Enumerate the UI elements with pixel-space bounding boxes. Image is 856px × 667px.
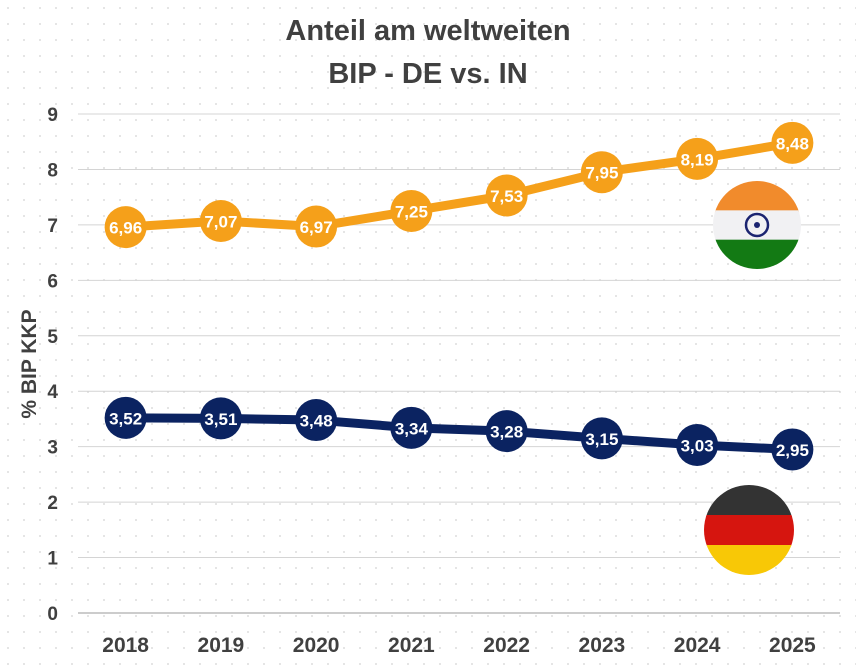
data-label: 3,48	[300, 412, 333, 431]
data-point	[485, 174, 528, 217]
data-label: 8,48	[776, 134, 809, 153]
y-tick-label: 5	[47, 327, 58, 348]
data-point	[199, 397, 242, 440]
chakra-hub	[754, 222, 760, 228]
data-label: 6,96	[109, 219, 142, 238]
flag-stripe	[704, 515, 794, 546]
data-point	[580, 151, 623, 194]
data-label: 3,34	[395, 419, 429, 438]
chart-title: Anteil am weltweiten BIP - DE vs. IN	[0, 10, 856, 96]
x-tick-label: 2022	[483, 634, 530, 657]
y-tick-label: 2	[47, 493, 58, 514]
data-label: 3,51	[204, 410, 237, 429]
y-tick-label: 6	[47, 271, 58, 292]
x-tick-label: 2025	[769, 634, 816, 657]
data-label: 3,52	[109, 409, 142, 428]
data-point	[676, 137, 719, 180]
x-tick-label: 2021	[388, 634, 435, 657]
germany-flag-icon	[704, 485, 794, 575]
data-label: 7,95	[585, 164, 618, 183]
data-point	[390, 190, 433, 233]
data-label: 7,25	[395, 203, 428, 222]
data-point	[390, 406, 433, 449]
flag-stripe	[713, 239, 801, 269]
flag-body	[704, 485, 794, 575]
y-tick-label: 9	[47, 105, 58, 126]
data-label: 7,53	[490, 187, 523, 206]
data-label: 3,28	[490, 423, 523, 442]
flag-stripe	[713, 181, 801, 213]
y-tick-label: 0	[47, 604, 58, 625]
y-tick-label: 4	[47, 382, 58, 403]
title-line-2: BIP - DE vs. IN	[328, 58, 528, 90]
data-point	[485, 410, 528, 453]
data-point	[295, 399, 338, 442]
data-label: 8,19	[681, 150, 714, 169]
x-tick-label: 2023	[579, 634, 626, 657]
data-point	[104, 396, 147, 439]
y-tick-label: 3	[47, 438, 58, 459]
data-label: 6,97	[300, 218, 333, 237]
data-point	[771, 428, 814, 471]
x-tick-label: 2019	[198, 634, 245, 657]
data-point	[771, 121, 814, 164]
data-point	[199, 200, 242, 243]
data-label: 3,03	[681, 437, 714, 456]
x-tick-label: 2018	[102, 634, 149, 657]
data-point	[580, 417, 623, 460]
data-point	[295, 205, 338, 248]
india-flag-icon	[713, 181, 801, 269]
flag-stripe	[704, 545, 794, 575]
title-line-1: Anteil am weltweiten	[285, 15, 571, 47]
flag-body	[713, 181, 801, 269]
data-label: 3,15	[585, 430, 618, 449]
data-point	[104, 206, 147, 249]
y-tick-label: 1	[47, 549, 58, 570]
data-point	[676, 424, 719, 467]
data-label: 2,95	[776, 441, 809, 460]
data-label: 7,07	[204, 213, 237, 232]
x-tick-label: 2024	[674, 634, 721, 657]
flag-stripe	[704, 485, 794, 517]
y-tick-label: 7	[47, 216, 58, 237]
y-tick-label: 8	[47, 160, 58, 181]
ashoka-chakra	[744, 212, 770, 238]
x-tick-label: 2020	[293, 634, 340, 657]
